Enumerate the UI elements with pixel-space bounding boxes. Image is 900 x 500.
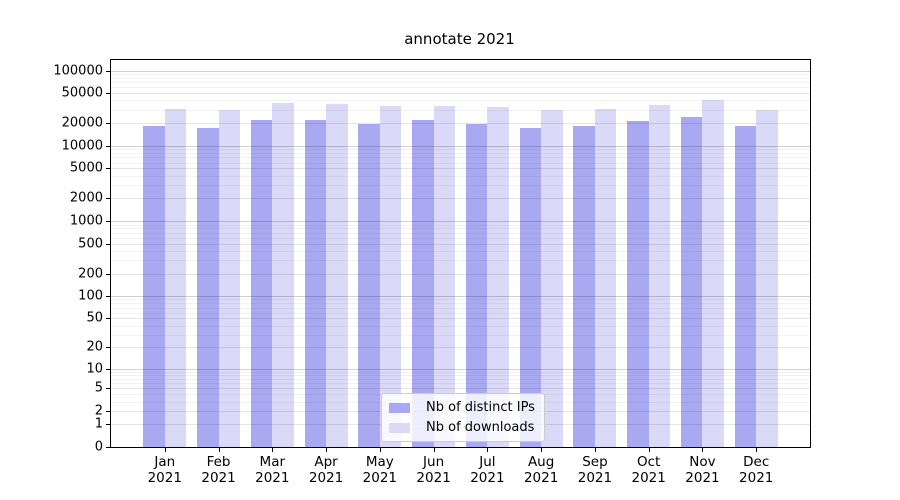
y-tick-mark: [106, 296, 110, 298]
gridline-minor: [111, 87, 810, 89]
bar-jun-nb-of-downloads: [433, 105, 456, 447]
y-tick-mark: [106, 318, 110, 320]
y-tick-mark: [106, 424, 110, 426]
x-tick-label: Feb 2021: [201, 454, 236, 486]
y-tick-mark: [106, 145, 110, 147]
bar-sep-nb-of-downloads: [594, 108, 617, 447]
bar-jan-nb-of-distinct-ips: [143, 126, 165, 447]
chart-title: annotate 2021: [404, 30, 515, 48]
bar-apr-nb-of-downloads: [326, 104, 348, 447]
y-tick-label: 2000: [69, 190, 103, 206]
y-tick-label: 100: [78, 288, 103, 304]
y-tick-mark: [106, 273, 110, 275]
x-tick-mark: [218, 448, 220, 452]
x-tick-mark: [541, 448, 543, 452]
legend-item-downloads: Nb of downloads: [389, 418, 535, 437]
x-tick-mark: [648, 448, 650, 452]
x-tick-label: Dec 2021: [739, 454, 774, 486]
y-tick-mark: [106, 221, 110, 223]
bar-aug-nb-of-downloads: [541, 109, 563, 447]
bar-apr-nb-of-distinct-ips: [304, 120, 327, 447]
x-tick-mark: [487, 448, 489, 452]
bar-feb-nb-of-downloads: [218, 109, 241, 447]
x-tick-mark: [326, 448, 328, 452]
bar-jun-nb-of-distinct-ips: [412, 120, 434, 447]
bar-may-nb-of-downloads: [379, 106, 402, 447]
x-tick-mark: [702, 448, 704, 452]
y-tick-label: 10000: [61, 138, 103, 154]
y-tick-label: 50000: [61, 85, 103, 101]
x-tick-label: Jan 2021: [147, 454, 182, 486]
bar-nov-nb-of-distinct-ips: [680, 117, 703, 447]
bar-jan-nb-of-downloads: [164, 108, 187, 447]
plot-area: 0 1 2 5 10 20 50 100 200 500 1000 2000 5000 10000 2000…: [53, 59, 811, 486]
bar-jul-nb-of-distinct-ips: [465, 124, 488, 447]
legend-swatch-distinct-ips: [389, 402, 410, 413]
bar-sep-nb-of-distinct-ips: [573, 125, 595, 447]
bar-oct-nb-of-distinct-ips: [627, 121, 649, 447]
y-tick-mark: [106, 447, 110, 448]
bar-dec-nb-of-distinct-ips: [734, 125, 757, 447]
y-tick-mark: [106, 243, 110, 245]
y-tick-label: 2: [94, 403, 103, 419]
y-tick-mark: [106, 411, 110, 413]
y-tick-label: 10: [86, 361, 103, 377]
y-tick-mark: [106, 198, 110, 200]
gridline-major: [111, 93, 810, 95]
y-tick-mark: [106, 347, 110, 349]
x-tick-mark: [164, 448, 166, 452]
legend: Nb of distinct IPs Nb of downloads: [381, 393, 545, 442]
y-tick-mark: [106, 93, 110, 95]
x-tick-label: Jul 2021: [470, 454, 505, 486]
y-tick-mark: [106, 168, 110, 170]
bar-dec-nb-of-downloads: [756, 110, 778, 447]
bar-oct-nb-of-downloads: [648, 105, 671, 447]
y-tick-label: 500: [78, 236, 103, 252]
y-tick-label: 50: [86, 310, 103, 326]
bar-mar-nb-of-downloads: [272, 103, 294, 447]
y-tick-mark: [106, 388, 110, 390]
x-tick-label: Oct 2021: [631, 454, 666, 486]
y-tick-label: 20: [86, 339, 103, 355]
gridline-minor: [111, 73, 810, 75]
x-tick-label: May 2021: [362, 454, 398, 486]
bar-aug-nb-of-distinct-ips: [519, 127, 542, 447]
bar-mar-nb-of-distinct-ips: [250, 119, 273, 447]
gridline-decade: [111, 70, 810, 72]
y-tick-mark: [106, 368, 110, 370]
y-tick-label: 1000: [69, 213, 103, 229]
y-tick-label: 200: [78, 266, 103, 282]
x-tick-mark: [433, 448, 435, 452]
y-tick-label: 5000: [69, 160, 103, 176]
y-tick-label: 5: [94, 380, 103, 396]
x-tick-label: Mar 2021: [255, 454, 290, 486]
bar-feb-nb-of-distinct-ips: [197, 127, 219, 447]
gridline-minor: [111, 82, 810, 84]
legend-swatch-downloads: [389, 422, 410, 433]
y-tick-label: 1: [94, 416, 103, 432]
x-tick-label: Jun 2021: [416, 454, 451, 486]
x-tick-label: Nov 2021: [685, 454, 720, 486]
y-tick-label: 20000: [61, 115, 103, 131]
x-tick-mark: [756, 448, 758, 452]
x-tick-label: Aug 2021: [523, 454, 559, 486]
y-tick-mark: [106, 123, 110, 125]
y-tick-mark: [106, 70, 110, 72]
x-tick-label: Apr 2021: [308, 454, 344, 486]
bar-jul-nb-of-downloads: [487, 106, 509, 447]
y-tick-label: 0: [94, 439, 103, 455]
x-tick-mark: [379, 448, 381, 452]
gridline-minor: [111, 77, 810, 79]
x-tick-mark: [272, 448, 274, 452]
bar-nov-nb-of-downloads: [702, 100, 724, 447]
y-tick-label: 100000: [53, 63, 103, 79]
legend-label-distinct-ips: Nb of distinct IPs: [426, 400, 535, 415]
legend-item-distinct-ips: Nb of distinct IPs: [389, 398, 535, 417]
bar-may-nb-of-distinct-ips: [358, 124, 380, 447]
x-tick-label: Sep 2021: [577, 454, 613, 486]
x-tick-mark: [594, 448, 596, 452]
legend-label-downloads: Nb of downloads: [426, 420, 535, 435]
